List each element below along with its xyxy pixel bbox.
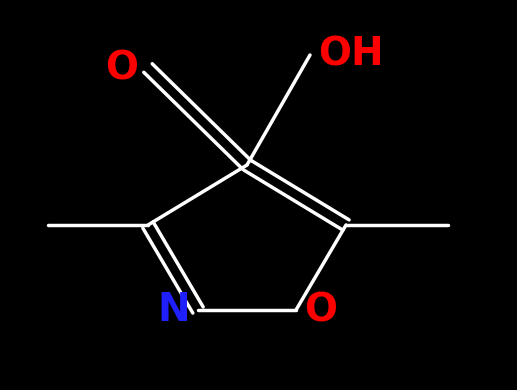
Text: N: N	[157, 291, 190, 329]
Text: O: O	[105, 49, 138, 87]
Text: O: O	[304, 291, 337, 329]
Text: OH: OH	[318, 36, 384, 74]
